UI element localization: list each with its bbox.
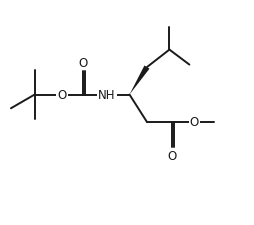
Text: O: O xyxy=(190,116,199,129)
Polygon shape xyxy=(130,66,150,95)
Text: O: O xyxy=(190,116,199,129)
Text: O: O xyxy=(57,89,67,101)
Text: O: O xyxy=(79,56,88,70)
Text: O: O xyxy=(167,149,177,162)
Text: O: O xyxy=(57,89,67,101)
Text: O: O xyxy=(167,149,177,162)
Text: NH: NH xyxy=(98,89,116,101)
Text: NH: NH xyxy=(98,89,116,101)
Text: O: O xyxy=(79,56,88,70)
